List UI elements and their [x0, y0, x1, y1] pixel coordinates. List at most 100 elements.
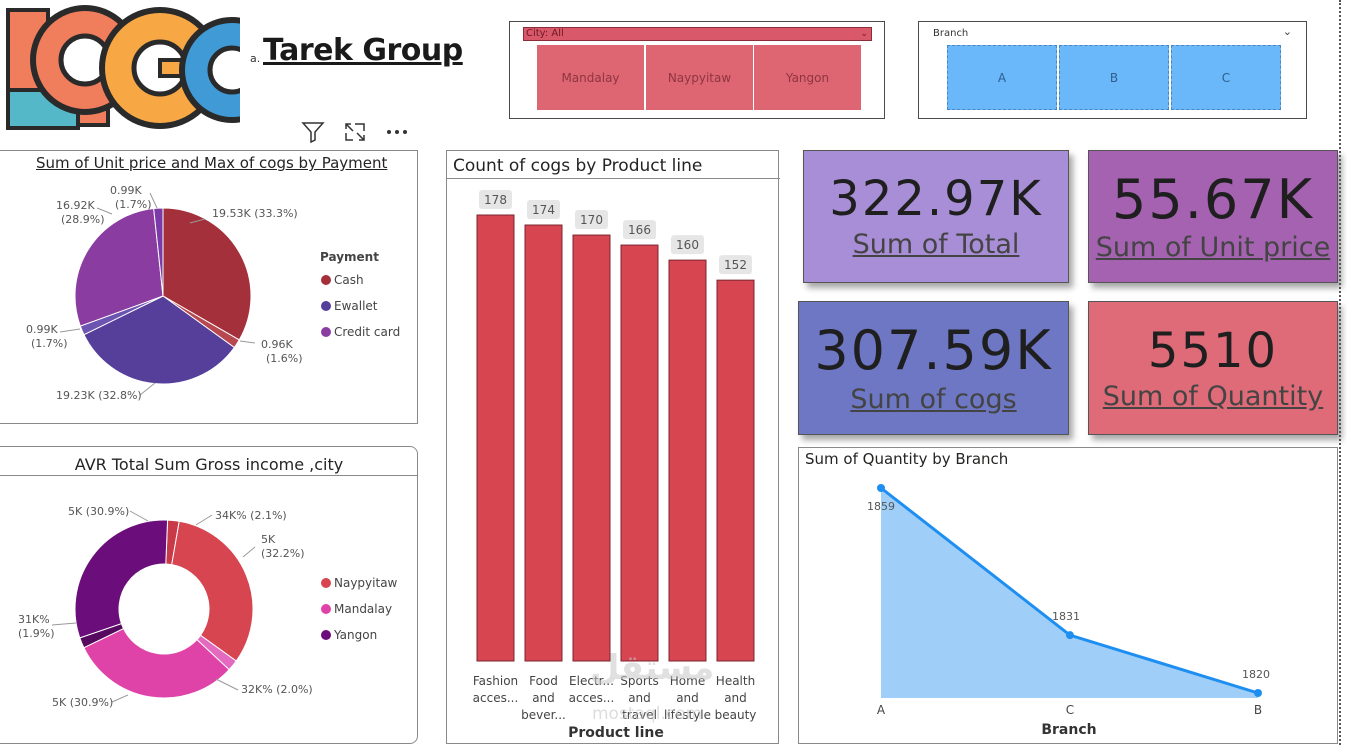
watermark-arabic: مستقل	[590, 648, 715, 688]
bar-category-label: bever...	[521, 708, 566, 722]
donut-slice-naypyitaw	[171, 520, 254, 662]
payment-pie-chart: 19.53K (33.3%) 0.96K(1.6%) 19.23K (32.8%) 0…	[26, 184, 400, 402]
legend-marker-credit-card	[321, 327, 331, 337]
product-line-bar-chart: 178 Fashion acces... 174 Food and bever... 170 E…	[473, 190, 756, 741]
bar-category-label: travel	[622, 708, 657, 722]
branch-slicer: Branch ⌄ A B C	[918, 21, 1307, 119]
legend-marker-ewallet	[321, 301, 331, 311]
bar-category-label: and	[628, 691, 651, 705]
bar-category-label: and	[724, 691, 747, 705]
bar-data-label: 166	[628, 223, 651, 237]
kpi-card-unit-price[interactable]: 55.67K Sum of Unit price	[1088, 150, 1338, 283]
kpi-card-total[interactable]: 322.97K Sum of Total	[803, 150, 1069, 283]
x-axis-title: Branch	[1041, 722, 1096, 738]
legend-item-credit-card: Credit card	[334, 325, 400, 339]
area-fill	[881, 488, 1258, 698]
chevron-down-icon[interactable]: ⌄	[1282, 25, 1292, 38]
bar-category-label: Sports	[620, 674, 658, 688]
pie-data-label: 0.96K	[261, 338, 293, 351]
panel-divider	[447, 178, 780, 179]
bar-data-label-bg	[623, 220, 656, 240]
x-tick-label: A	[877, 703, 886, 717]
more-options-icon[interactable]	[384, 120, 410, 144]
bar-3	[620, 244, 659, 662]
legend-item-ewallet: Ewallet	[334, 299, 378, 313]
bar-category-label: acces...	[473, 691, 519, 705]
city-option-mandalay[interactable]: Mandalay	[537, 45, 644, 110]
area-point-b	[1254, 689, 1262, 697]
city-slicer-dropdown[interactable]: City: All ⌄	[523, 27, 872, 41]
panel-divider	[0, 475, 418, 476]
bar-1	[524, 224, 563, 662]
legend-marker-cash	[321, 275, 331, 285]
pie-data-label: 19.23K (32.8%)	[56, 389, 142, 402]
donut-slice-yangon	[74, 519, 169, 639]
donut-leader-line	[195, 514, 213, 526]
area-point-a	[877, 484, 885, 492]
bar-chart-title: Count of cogs by Product line	[453, 156, 703, 176]
kpi-card-cogs[interactable]: 307.59K Sum of cogs	[798, 301, 1069, 435]
legend-title: Payment	[320, 250, 379, 264]
pie-leader-line	[239, 340, 256, 344]
bar-2	[572, 234, 611, 662]
quantity-by-branch-chart-panel[interactable]: Sum of Quantity by Branch 1859 A 1831 C 1820…	[798, 447, 1338, 744]
bar-category-label: and	[676, 691, 699, 705]
pie-data-label: 0.99K	[26, 323, 58, 336]
kpi-label-cogs: Sum of cogs	[850, 383, 1017, 415]
donut-leader-line	[242, 546, 256, 558]
branch-slicer-label: Branch	[933, 28, 969, 39]
area-data-label: 1831	[1052, 610, 1080, 623]
bar-category-label: Health	[716, 674, 755, 688]
bar-category-label: lifestyle	[664, 708, 711, 722]
focus-mode-icon[interactable]	[342, 120, 368, 144]
payment-pie-chart-panel[interactable]: Sum of Unit price and Max of cogs by Pay…	[0, 150, 418, 424]
product-line-bar-chart-panel[interactable]: Count of cogs by Product line 178 Fashion…	[446, 150, 780, 744]
city-donut-chart-panel[interactable]: AVR Total Sum Gross income ,city 34K% (2…	[0, 446, 418, 744]
bar-data-label-bg	[575, 210, 608, 230]
bar-data-label: 152	[724, 258, 747, 272]
kpi-value-quantity: 5510	[1147, 322, 1279, 379]
pie-leader-line	[189, 218, 206, 224]
payment-pie-title: Sum of Unit price and Max of cogs by Pay…	[36, 154, 388, 172]
pie-leader-line	[96, 207, 113, 215]
donut-data-label: 34K% (2.1%)	[215, 509, 287, 522]
pie-data-label: 0.99K	[110, 184, 142, 197]
bar-data-label: 160	[676, 238, 699, 252]
pie-slice-credit-card	[74, 207, 164, 327]
area-data-label: 1820	[1242, 668, 1270, 681]
donut-data-label: 31K%	[18, 613, 50, 626]
bar-data-label-bg	[527, 200, 560, 220]
kpi-card-quantity[interactable]: 5510 Sum of Quantity	[1088, 301, 1338, 435]
branch-option-b[interactable]: B	[1059, 45, 1169, 110]
pie-leader-line	[149, 192, 158, 209]
pie-slice-cash	[162, 207, 252, 341]
bar-category-label: Fashion	[473, 674, 518, 688]
branch-option-c[interactable]: C	[1171, 45, 1281, 110]
donut-leader-line	[51, 622, 77, 626]
bar-data-label-bg	[671, 235, 704, 255]
bar-data-label-bg	[719, 255, 752, 275]
x-axis-title: Product line	[568, 725, 664, 741]
page-title: Tarek Group	[263, 33, 463, 68]
filter-icon[interactable]	[300, 120, 326, 144]
chevron-down-icon: ⌄	[860, 29, 868, 39]
city-option-yangon[interactable]: Yangon	[754, 45, 861, 110]
pie-slice-ewallet	[83, 295, 236, 385]
donut-data-label: 32K% (2.0%)	[241, 683, 313, 696]
bar-category-label: and	[532, 691, 555, 705]
donut-slice-mandalay	[83, 627, 230, 699]
x-tick-label: B	[1254, 703, 1262, 717]
branch-option-a[interactable]: A	[947, 45, 1057, 110]
watermark-latin: mostaql.com	[592, 704, 703, 724]
quantity-by-branch-chart: 1859 A 1831 C 1820 B Branch	[867, 484, 1270, 738]
kpi-value-unit-price: 55.67K	[1111, 167, 1314, 231]
pie-data-label: 16.92K	[56, 199, 95, 212]
pie-leader-line	[139, 382, 156, 396]
donut-data-label: 5K	[261, 533, 276, 546]
bar-category-label: Home	[670, 674, 705, 688]
pie-data-pct: (1.7%)	[31, 337, 68, 350]
city-option-naypyitaw[interactable]: Naypyitaw	[646, 45, 753, 110]
bar-0	[476, 214, 515, 662]
bar-data-label: 174	[532, 203, 555, 217]
